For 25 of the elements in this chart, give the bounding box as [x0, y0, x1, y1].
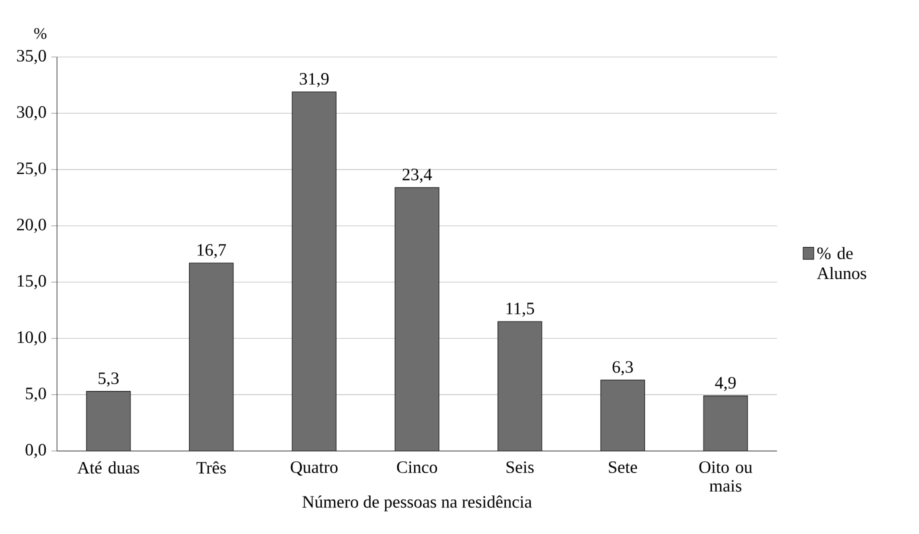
y-tick-label: 5,0: [26, 388, 46, 402]
data-label: 11,5: [506, 302, 534, 317]
data-label: 31,9: [300, 73, 329, 88]
x-tick-label: Quatro: [290, 461, 338, 476]
y-tick-label: 30,0: [17, 106, 46, 120]
data-label: 4,9: [715, 376, 736, 392]
y-tick-label: 0,0: [26, 444, 46, 458]
data-label: 6,3: [612, 361, 633, 376]
data-label: 16,7: [198, 244, 226, 258]
data-label: 5,3: [98, 372, 119, 387]
x-tick-label: Até duas: [77, 461, 140, 474]
y-tick-label: 25,0: [17, 162, 46, 177]
data-label: 23,4: [402, 168, 432, 183]
y-tick-label: 15,0: [18, 275, 46, 290]
y-tick-label: 10,0: [18, 331, 46, 346]
y-axis-title: %: [34, 28, 46, 39]
x-axis-title: Número de pessoas na residência: [302, 496, 532, 512]
x-tick-label: Sete: [608, 461, 638, 474]
x-tick-label: Cinco: [397, 461, 438, 474]
x-tick-label: Oito ou mais: [699, 461, 752, 492]
x-tick-label: Seis: [506, 461, 534, 474]
x-tick-label: Três: [196, 461, 226, 474]
y-tick-label: 20,0: [17, 218, 46, 233]
y-tick-label: 35,0: [17, 50, 46, 64]
legend-label: % de Alunos: [816, 246, 866, 280]
